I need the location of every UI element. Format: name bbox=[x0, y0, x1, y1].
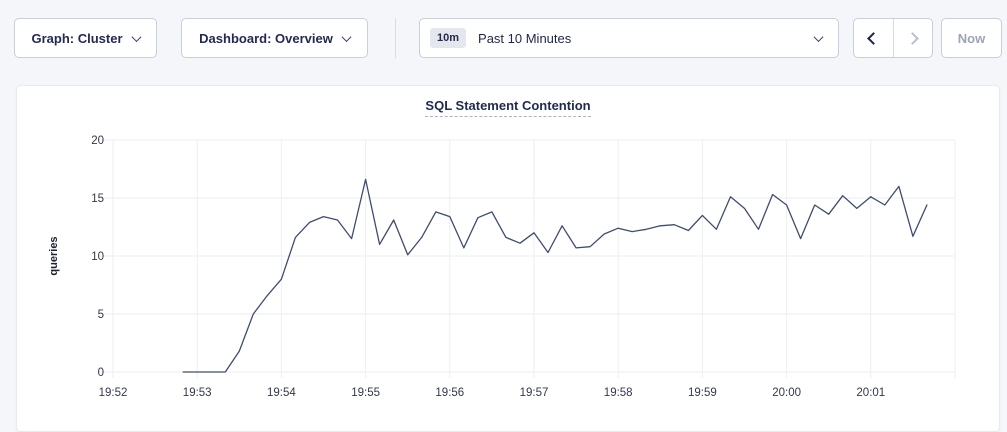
svg-text:5: 5 bbox=[98, 309, 104, 321]
svg-text:19:54: 19:54 bbox=[267, 387, 296, 399]
svg-text:15: 15 bbox=[91, 193, 104, 205]
dashboard-dropdown-label: Dashboard: Overview bbox=[199, 30, 333, 46]
svg-text:10: 10 bbox=[91, 251, 104, 263]
dashboard-dropdown[interactable]: Dashboard: Overview bbox=[181, 18, 368, 58]
time-range-badge: 10m bbox=[430, 28, 467, 48]
svg-text:19:56: 19:56 bbox=[435, 387, 464, 399]
time-range-label: Past 10 Minutes bbox=[478, 30, 572, 46]
chevron-left-icon bbox=[866, 31, 880, 45]
chevron-down-icon bbox=[813, 31, 824, 42]
chevron-down-icon bbox=[341, 31, 352, 42]
svg-text:19:52: 19:52 bbox=[99, 387, 128, 399]
next-time-button[interactable] bbox=[892, 19, 933, 57]
svg-text:0: 0 bbox=[98, 367, 104, 379]
svg-text:19:58: 19:58 bbox=[604, 387, 633, 399]
chevron-right-icon bbox=[906, 31, 920, 45]
chart-card: SQL Statement Contention 0 5 10 15 20 19:52 19… bbox=[16, 85, 1000, 432]
svg-text:19:55: 19:55 bbox=[351, 387, 380, 399]
prev-time-button[interactable] bbox=[854, 19, 893, 57]
svg-text:20: 20 bbox=[91, 135, 104, 147]
svg-text:19:59: 19:59 bbox=[688, 387, 717, 399]
time-range-selector[interactable]: 10m Past 10 Minutes bbox=[419, 18, 839, 58]
svg-text:20:00: 20:00 bbox=[772, 387, 801, 399]
now-button[interactable]: Now bbox=[941, 18, 1002, 58]
svg-text:19:53: 19:53 bbox=[183, 387, 212, 399]
chart-title[interactable]: SQL Statement Contention bbox=[425, 98, 591, 117]
time-step-buttons bbox=[853, 18, 933, 58]
svg-text:20:01: 20:01 bbox=[856, 387, 885, 399]
toolbar-divider bbox=[395, 18, 396, 58]
svg-text:queries: queries bbox=[48, 236, 60, 275]
chart-title-row: SQL Statement Contention bbox=[17, 86, 999, 124]
contention-chart: 0 5 10 15 20 19:52 19:53 19:54 19:55 19:56 19:57 19… bbox=[48, 135, 956, 399]
svg-text:19:57: 19:57 bbox=[520, 387, 549, 399]
graph-dropdown[interactable]: Graph: Cluster bbox=[14, 18, 157, 58]
toolbar: Graph: Cluster Dashboard: Overview 10m P… bbox=[0, 0, 1007, 62]
graph-dropdown-label: Graph: Cluster bbox=[31, 30, 123, 46]
chevron-down-icon bbox=[131, 31, 141, 42]
